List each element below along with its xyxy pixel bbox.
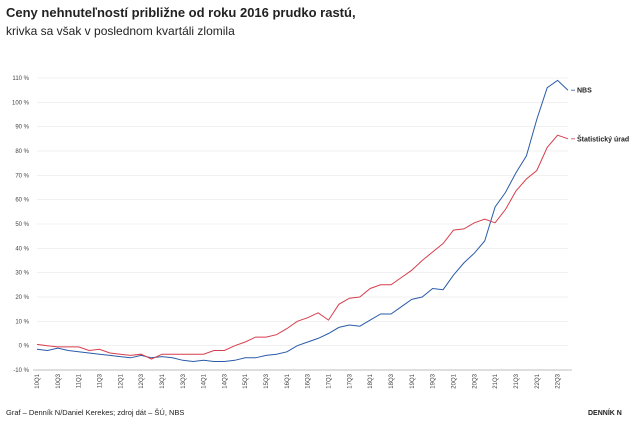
series-label: NBS [577,88,592,95]
y-tick-label: 60 % [15,198,29,204]
y-tick-label: 30 % [15,271,29,277]
x-tick-label: 10Q3 [56,373,62,388]
logo: DENNÍK N [588,408,622,417]
y-tick-label: 80 % [15,149,29,155]
x-tick-label: 19Q1 [410,373,416,388]
x-tick-label: 12Q1 [118,373,124,388]
x-tick-label: 16Q3 [306,373,312,388]
x-tick-label: 15Q3 [264,373,270,388]
x-tick-label: 21Q3 [514,373,520,388]
x-tick-label: 12Q3 [139,373,145,388]
y-tick-label: 20 % [15,295,29,301]
x-tick-label: 13Q3 [181,373,187,388]
x-tick-label: 10Q1 [35,373,41,388]
x-tick-label: 13Q1 [160,373,166,388]
x-tick-label: 22Q3 [556,373,562,388]
y-tick-label: 90 % [15,125,29,131]
y-tick-label: 0 % [19,344,30,350]
source: Graf – Denník N/Daniel Kerekes; zdroj dá… [6,408,184,417]
chart-subtitle: krivka sa však v poslednom kvartáli zlom… [6,24,235,38]
series-line [36,134,569,360]
x-tick-label: 19Q3 [431,373,437,388]
x-tick-label: 17Q1 [327,373,333,388]
chart-title: Ceny nehnuteľností približne od roku 201… [6,5,356,20]
x-tick-label: 20Q3 [472,373,478,388]
y-tick-label: 100 % [12,100,30,106]
x-tick-label: 11Q3 [97,373,103,388]
x-tick-label: 21Q1 [493,373,499,388]
logo-box [586,406,632,418]
y-tick-label: 50 % [15,222,29,228]
series-line [36,79,569,363]
x-tick-label: 14Q1 [202,373,208,388]
y-tick-label: 110 % [12,76,29,82]
x-tick-label: 15Q1 [243,373,249,388]
x-tick-label: 14Q3 [222,373,228,388]
series-label: Štatistický úrad [577,134,629,143]
y-tick-label: 10 % [15,319,29,325]
x-tick-label: 11Q1 [77,373,83,388]
y-tick-label: 70 % [15,173,29,179]
x-tick-label: 18Q3 [389,373,395,388]
y-tick-label: -10 % [13,368,29,374]
x-tick-label: 22Q1 [535,373,541,388]
x-tick-label: 20Q1 [451,373,457,388]
x-tick-label: 16Q1 [285,373,291,388]
x-tick-label: 17Q3 [347,373,353,388]
x-tick-label: 18Q1 [368,373,374,388]
y-tick-label: 40 % [15,246,29,252]
